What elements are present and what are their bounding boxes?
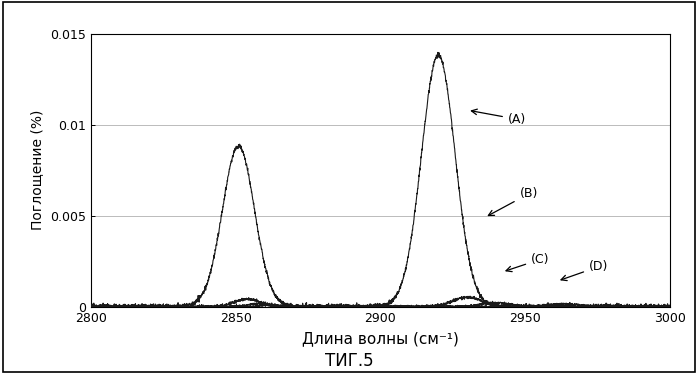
- Text: (B): (B): [489, 187, 538, 215]
- X-axis label: Длина волны (см⁻¹): Длина волны (см⁻¹): [302, 331, 459, 346]
- Text: (D): (D): [561, 260, 609, 280]
- Text: ΤИГ.5: ΤИГ.5: [325, 352, 373, 370]
- Text: (C): (C): [506, 253, 549, 272]
- Y-axis label: Поглощение (%): Поглощение (%): [30, 110, 45, 230]
- Text: (A): (A): [471, 109, 526, 126]
